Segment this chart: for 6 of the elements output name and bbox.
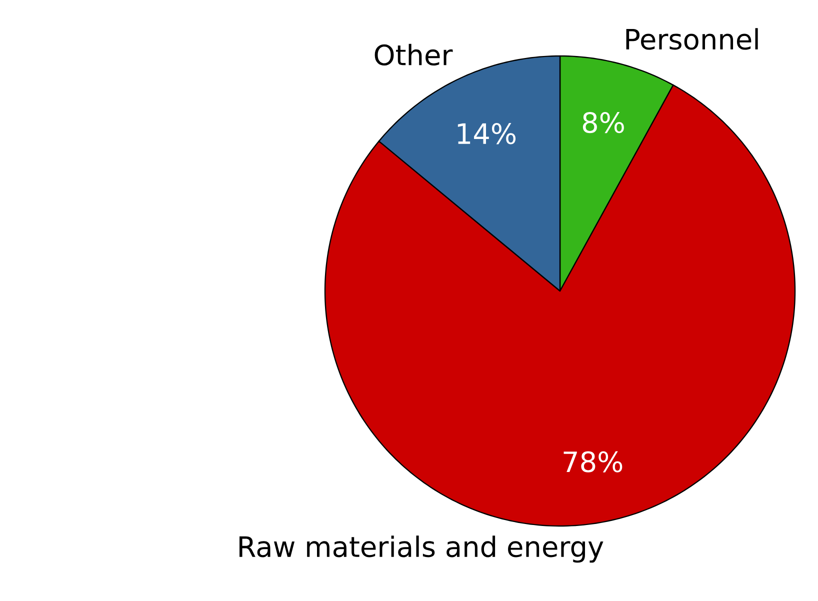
slice-label: Personnel [626, 28, 758, 50]
data-label: 14% [458, 123, 516, 144]
data-label: 78% [564, 451, 622, 472]
slice-label: Other [374, 44, 453, 66]
data-label: 8% [582, 112, 624, 134]
slice-label: Raw materials and energy [240, 536, 604, 563]
